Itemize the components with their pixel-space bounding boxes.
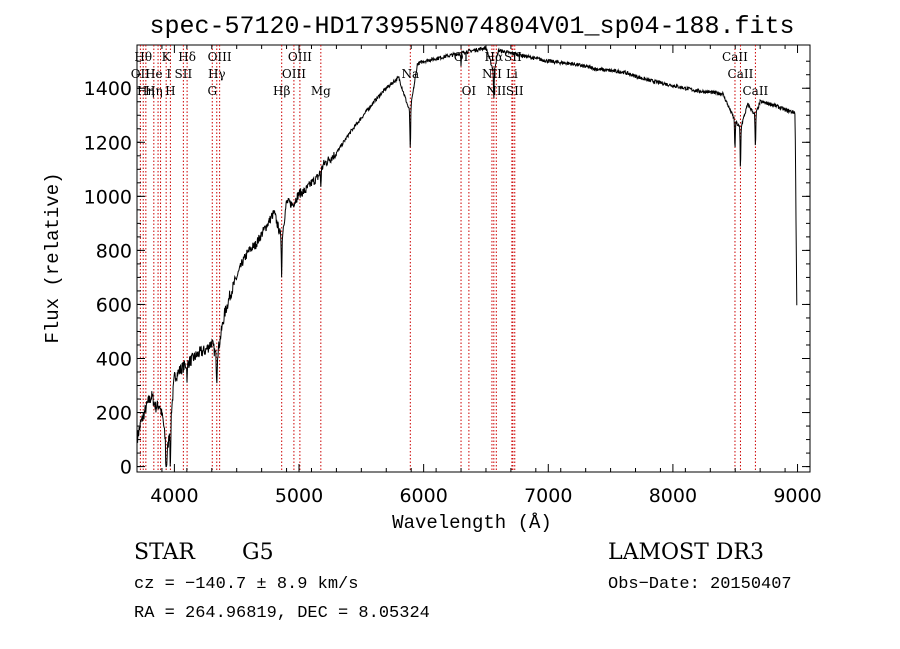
line-marker-label: Hβ [273,84,290,98]
line-marker-label: Hγ [208,67,226,81]
observation-date: Obs−Date: 20150407 [608,575,792,594]
line-marker-label: OIII [288,50,312,64]
line-marker-label: SII [175,67,193,81]
x-tick-label: 9000 [773,485,821,507]
line-marker-label: CaII [728,67,754,81]
line-marker-label: CaII [742,84,768,98]
x-axis-label: Wavelength (Å) [392,512,552,534]
flux-line [137,46,798,468]
y-tick-label: 1400 [84,78,132,100]
y-axis-label: Flux (relative) [42,172,64,343]
y-tick-label: 400 [96,348,132,370]
line-marker-label: SII [506,84,524,98]
y-tick-label: 1200 [84,132,132,154]
line-marker-label: Hη [137,84,155,98]
chart-title: spec-57120-HD173955N074804V01_sp04-188.f… [149,12,794,41]
y-tick-label: 1000 [84,186,132,208]
x-tick-label: 4000 [150,485,198,507]
survey-name: LAMOST DR3 [608,540,764,565]
axis-ticks: 4000 5000 6000 7000 8000 9000 0 200 400 600 800 100… [84,45,822,507]
line-marker-label: OIII [208,50,232,64]
y-tick-label: 200 [96,403,132,425]
plot-border [136,44,811,473]
line-marker-label: CaII [722,50,748,64]
line-marker-label: He I [145,67,171,81]
y-tick-label: 0 [120,457,132,479]
x-tick-label: 6000 [399,485,447,507]
redshift-value: cz = −140.7 ± 8.9 km/s [134,575,359,594]
emission-line-markers [139,45,756,472]
object-class: STAR [134,540,195,565]
coordinates: RA = 264.96819, DEC = 8.05324 [134,604,430,623]
line-marker-label: OII [131,67,151,81]
line-marker-label: Hδ [178,50,196,64]
line-marker-label: H [165,84,175,98]
line-marker-label: NII [486,84,506,98]
plot-frame [136,44,811,473]
x-tick-label: 8000 [649,485,697,507]
y-tick-label: 800 [96,240,132,262]
flux-series [137,46,798,468]
line-marker-label: Li [506,67,518,81]
line-marker-label: Hθ [134,50,152,64]
x-tick-label: 7000 [524,485,572,507]
line-marker-label: K [162,50,172,64]
line-marker-label: NII [482,67,502,81]
y-tick-label: 600 [96,294,132,316]
line-marker-label: OIII [282,67,306,81]
x-tick-label: 5000 [275,485,323,507]
object-subclass: G5 [242,540,274,565]
line-marker-label: G [207,84,217,98]
line-marker-label: Hη [145,84,163,98]
line-marker-label: OI [462,84,477,98]
line-marker-label: Mg [311,84,331,98]
